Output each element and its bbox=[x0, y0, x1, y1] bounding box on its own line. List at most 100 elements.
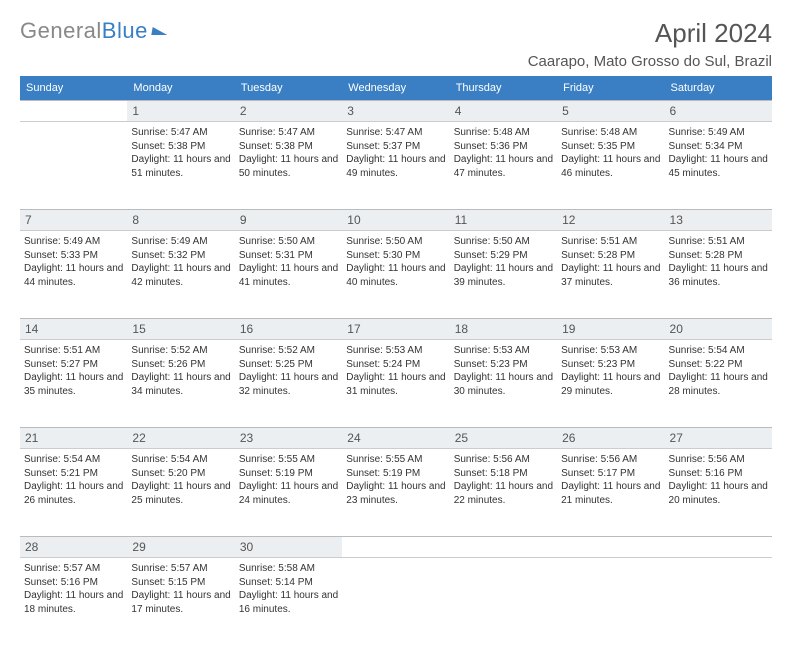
day-header-row: SundayMondayTuesdayWednesdayThursdayFrid… bbox=[20, 76, 772, 101]
day-data: Sunrise: 5:49 AMSunset: 5:33 PMDaylight:… bbox=[24, 235, 123, 289]
day-data: Sunrise: 5:56 AMSunset: 5:16 PMDaylight:… bbox=[669, 453, 768, 507]
day-data-row: Sunrise: 5:49 AMSunset: 5:33 PMDaylight:… bbox=[20, 231, 772, 319]
day-cell: Sunrise: 5:52 AMSunset: 5:26 PMDaylight:… bbox=[127, 340, 234, 428]
daynum-row: 123456 bbox=[20, 101, 772, 122]
day-data: Sunrise: 5:57 AMSunset: 5:16 PMDaylight:… bbox=[24, 562, 123, 616]
day-cell: Sunrise: 5:54 AMSunset: 5:20 PMDaylight:… bbox=[127, 449, 234, 537]
day-cell: Sunrise: 5:55 AMSunset: 5:19 PMDaylight:… bbox=[342, 449, 449, 537]
day-data: Sunrise: 5:55 AMSunset: 5:19 PMDaylight:… bbox=[239, 453, 338, 507]
day-header: Thursday bbox=[450, 76, 557, 101]
day-number bbox=[450, 537, 557, 558]
day-cell: Sunrise: 5:51 AMSunset: 5:28 PMDaylight:… bbox=[557, 231, 664, 319]
day-data: Sunrise: 5:55 AMSunset: 5:19 PMDaylight:… bbox=[346, 453, 445, 507]
day-header: Monday bbox=[127, 76, 234, 101]
day-number: 16 bbox=[235, 319, 342, 340]
day-data: Sunrise: 5:48 AMSunset: 5:35 PMDaylight:… bbox=[561, 126, 660, 180]
day-cell: Sunrise: 5:57 AMSunset: 5:15 PMDaylight:… bbox=[127, 558, 234, 646]
day-number: 24 bbox=[342, 428, 449, 449]
month-title: April 2024 bbox=[528, 18, 772, 49]
day-cell: Sunrise: 5:55 AMSunset: 5:19 PMDaylight:… bbox=[235, 449, 342, 537]
day-number: 6 bbox=[665, 101, 772, 122]
day-cell: Sunrise: 5:54 AMSunset: 5:21 PMDaylight:… bbox=[20, 449, 127, 537]
daynum-row: 78910111213 bbox=[20, 210, 772, 231]
day-data: Sunrise: 5:47 AMSunset: 5:38 PMDaylight:… bbox=[131, 126, 230, 180]
day-data: Sunrise: 5:53 AMSunset: 5:23 PMDaylight:… bbox=[561, 344, 660, 398]
day-number: 30 bbox=[235, 537, 342, 558]
day-number: 18 bbox=[450, 319, 557, 340]
day-number: 2 bbox=[235, 101, 342, 122]
day-cell: Sunrise: 5:49 AMSunset: 5:34 PMDaylight:… bbox=[665, 122, 772, 210]
day-cell: Sunrise: 5:51 AMSunset: 5:28 PMDaylight:… bbox=[665, 231, 772, 319]
day-cell: Sunrise: 5:47 AMSunset: 5:38 PMDaylight:… bbox=[235, 122, 342, 210]
day-data: Sunrise: 5:50 AMSunset: 5:30 PMDaylight:… bbox=[346, 235, 445, 289]
day-number: 26 bbox=[557, 428, 664, 449]
day-data: Sunrise: 5:54 AMSunset: 5:21 PMDaylight:… bbox=[24, 453, 123, 507]
day-data: Sunrise: 5:51 AMSunset: 5:28 PMDaylight:… bbox=[561, 235, 660, 289]
day-cell: Sunrise: 5:48 AMSunset: 5:36 PMDaylight:… bbox=[450, 122, 557, 210]
day-data: Sunrise: 5:56 AMSunset: 5:17 PMDaylight:… bbox=[561, 453, 660, 507]
day-cell: Sunrise: 5:56 AMSunset: 5:18 PMDaylight:… bbox=[450, 449, 557, 537]
day-data-row: Sunrise: 5:57 AMSunset: 5:16 PMDaylight:… bbox=[20, 558, 772, 646]
day-data: Sunrise: 5:58 AMSunset: 5:14 PMDaylight:… bbox=[239, 562, 338, 616]
day-data: Sunrise: 5:48 AMSunset: 5:36 PMDaylight:… bbox=[454, 126, 553, 180]
day-cell: Sunrise: 5:49 AMSunset: 5:33 PMDaylight:… bbox=[20, 231, 127, 319]
day-header: Tuesday bbox=[235, 76, 342, 101]
day-number: 1 bbox=[127, 101, 234, 122]
day-cell bbox=[342, 558, 449, 646]
daynum-row: 21222324252627 bbox=[20, 428, 772, 449]
day-number: 25 bbox=[450, 428, 557, 449]
day-number bbox=[20, 101, 127, 122]
daynum-row: 14151617181920 bbox=[20, 319, 772, 340]
day-cell: Sunrise: 5:52 AMSunset: 5:25 PMDaylight:… bbox=[235, 340, 342, 428]
brand-logo: GeneralBlue bbox=[20, 18, 168, 44]
day-cell bbox=[665, 558, 772, 646]
day-number: 15 bbox=[127, 319, 234, 340]
day-data: Sunrise: 5:54 AMSunset: 5:20 PMDaylight:… bbox=[131, 453, 230, 507]
day-number: 29 bbox=[127, 537, 234, 558]
day-data: Sunrise: 5:52 AMSunset: 5:25 PMDaylight:… bbox=[239, 344, 338, 398]
day-number bbox=[342, 537, 449, 558]
day-number: 7 bbox=[20, 210, 127, 231]
day-header: Wednesday bbox=[342, 76, 449, 101]
day-number: 28 bbox=[20, 537, 127, 558]
day-data-row: Sunrise: 5:54 AMSunset: 5:21 PMDaylight:… bbox=[20, 449, 772, 537]
title-block: April 2024 Caarapo, Mato Grosso do Sul, … bbox=[528, 18, 772, 70]
day-cell: Sunrise: 5:50 AMSunset: 5:29 PMDaylight:… bbox=[450, 231, 557, 319]
day-cell: Sunrise: 5:56 AMSunset: 5:17 PMDaylight:… bbox=[557, 449, 664, 537]
day-data: Sunrise: 5:51 AMSunset: 5:27 PMDaylight:… bbox=[24, 344, 123, 398]
day-number: 23 bbox=[235, 428, 342, 449]
day-number: 12 bbox=[557, 210, 664, 231]
day-data: Sunrise: 5:57 AMSunset: 5:15 PMDaylight:… bbox=[131, 562, 230, 616]
day-number: 21 bbox=[20, 428, 127, 449]
day-header: Friday bbox=[557, 76, 664, 101]
day-data-row: Sunrise: 5:51 AMSunset: 5:27 PMDaylight:… bbox=[20, 340, 772, 428]
day-cell: Sunrise: 5:56 AMSunset: 5:16 PMDaylight:… bbox=[665, 449, 772, 537]
day-number: 19 bbox=[557, 319, 664, 340]
day-data: Sunrise: 5:49 AMSunset: 5:34 PMDaylight:… bbox=[669, 126, 768, 180]
day-cell: Sunrise: 5:49 AMSunset: 5:32 PMDaylight:… bbox=[127, 231, 234, 319]
daynum-row: 282930 bbox=[20, 537, 772, 558]
day-number: 27 bbox=[665, 428, 772, 449]
day-cell bbox=[450, 558, 557, 646]
day-data: Sunrise: 5:50 AMSunset: 5:31 PMDaylight:… bbox=[239, 235, 338, 289]
day-data: Sunrise: 5:47 AMSunset: 5:38 PMDaylight:… bbox=[239, 126, 338, 180]
day-data: Sunrise: 5:47 AMSunset: 5:37 PMDaylight:… bbox=[346, 126, 445, 180]
day-cell: Sunrise: 5:54 AMSunset: 5:22 PMDaylight:… bbox=[665, 340, 772, 428]
day-cell: Sunrise: 5:47 AMSunset: 5:38 PMDaylight:… bbox=[127, 122, 234, 210]
day-number: 3 bbox=[342, 101, 449, 122]
day-number: 17 bbox=[342, 319, 449, 340]
day-cell: Sunrise: 5:57 AMSunset: 5:16 PMDaylight:… bbox=[20, 558, 127, 646]
day-cell: Sunrise: 5:58 AMSunset: 5:14 PMDaylight:… bbox=[235, 558, 342, 646]
day-number: 11 bbox=[450, 210, 557, 231]
day-data: Sunrise: 5:56 AMSunset: 5:18 PMDaylight:… bbox=[454, 453, 553, 507]
day-number: 10 bbox=[342, 210, 449, 231]
day-data: Sunrise: 5:53 AMSunset: 5:23 PMDaylight:… bbox=[454, 344, 553, 398]
day-data: Sunrise: 5:54 AMSunset: 5:22 PMDaylight:… bbox=[669, 344, 768, 398]
day-cell: Sunrise: 5:50 AMSunset: 5:30 PMDaylight:… bbox=[342, 231, 449, 319]
day-cell: Sunrise: 5:53 AMSunset: 5:23 PMDaylight:… bbox=[450, 340, 557, 428]
day-number bbox=[557, 537, 664, 558]
day-number: 22 bbox=[127, 428, 234, 449]
day-cell: Sunrise: 5:48 AMSunset: 5:35 PMDaylight:… bbox=[557, 122, 664, 210]
day-number: 9 bbox=[235, 210, 342, 231]
day-cell: Sunrise: 5:53 AMSunset: 5:23 PMDaylight:… bbox=[557, 340, 664, 428]
